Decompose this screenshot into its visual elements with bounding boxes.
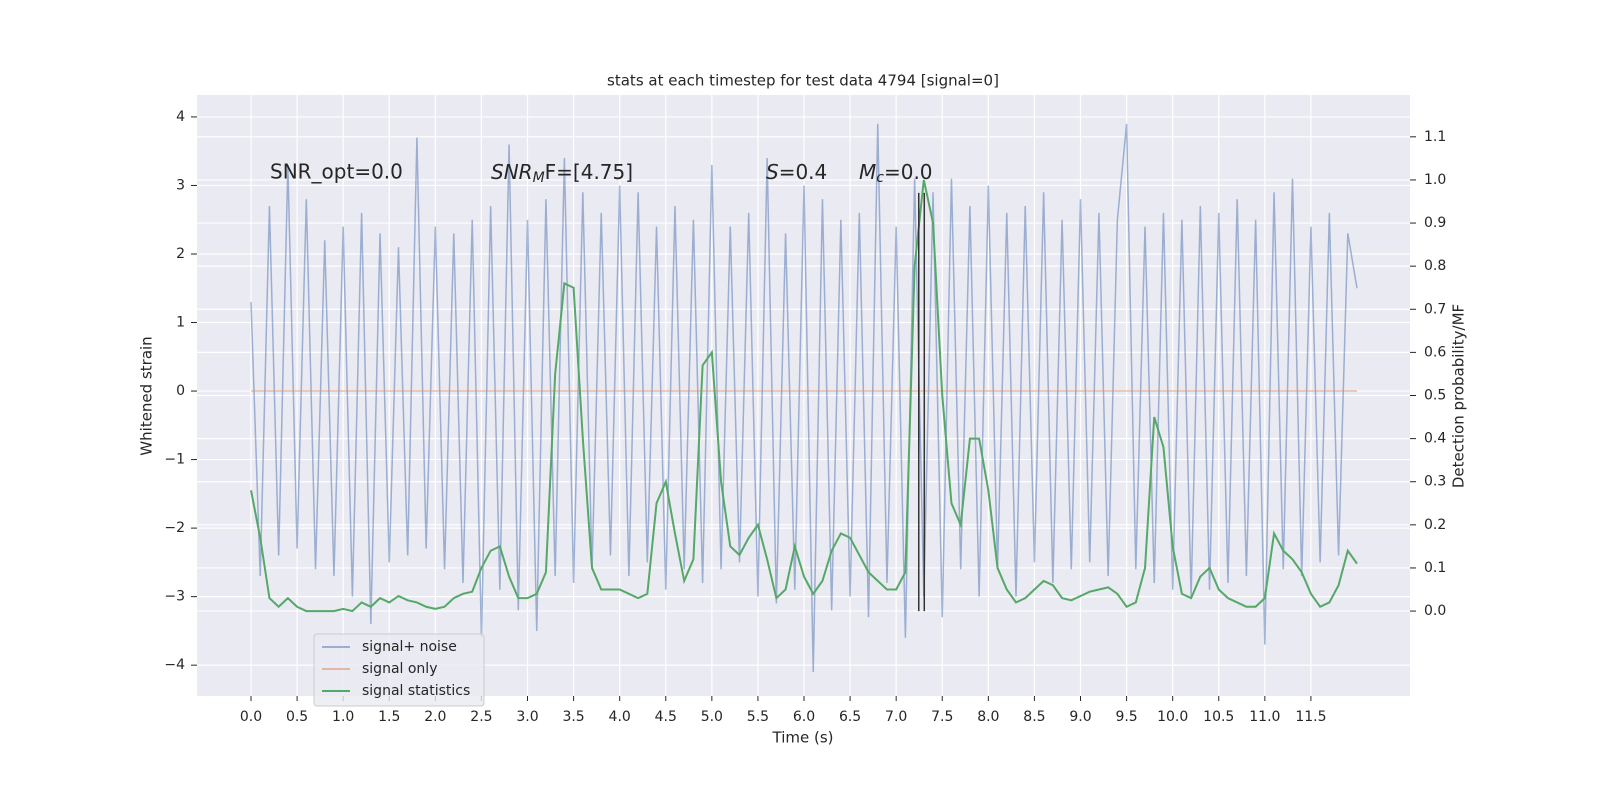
y-tick-label: 1 [176,315,185,331]
y-tick-label: −2 [164,520,185,536]
annotation-rest: F=[4.75] [545,160,633,184]
x-tick-label: 2.0 [424,709,446,725]
y-tick-label: 2 [176,246,185,262]
labels: 0.0 0.5 1.0 1.5 2.0 2.5 3.0 3.5 4.0 4.5 5.0 5.5 6.0 6… [164,109,1446,725]
x-tick-label: 11.0 [1249,709,1280,725]
x-tick-label: 2.5 [470,709,492,725]
x-tick-label: 1.5 [378,709,400,725]
x-tick-label: 1.0 [332,709,354,725]
y2-axis-label: Detection probability/MF [1450,304,1468,488]
x-tick-label: 3.0 [516,709,538,725]
y2-tick-label: 0.0 [1424,603,1446,619]
annotation-main: M [859,160,876,184]
y-tick-label: −1 [164,452,185,468]
x-tick-label: 8.5 [1023,709,1045,725]
y2-tick-label: 1.1 [1424,129,1446,145]
x-tick-label: 11.5 [1295,709,1326,725]
x-tick-label: 8.0 [977,709,999,725]
y2-tick-label: 0.2 [1424,517,1446,533]
y2-tick-label: 0.9 [1424,215,1446,231]
legend-label: signal only [362,661,437,677]
chart-title: stats at each timestep for test data 479… [607,72,999,90]
x-tick-label: 5.5 [747,709,769,725]
y2-tick-label: 0.3 [1424,474,1446,490]
x-tick-label: 0.5 [286,709,308,725]
legend: signal+ noise signal only signal statistic… [313,633,485,707]
y-tick-label: 4 [176,109,185,125]
annotation-rest: =0.0 [884,160,933,184]
x-tick-label: 10.0 [1157,709,1188,725]
y2-tick-label: 1.0 [1424,172,1446,188]
x-tick-label: 6.0 [793,709,815,725]
y2-tick-label: 0.6 [1424,344,1446,360]
y2-tick-label: 0.8 [1424,258,1446,274]
y2-tick-label: 0.7 [1424,301,1446,317]
series-line [250,179,1358,613]
x-tick-label: 4.5 [655,709,677,725]
y2-tick-label: 0.5 [1424,388,1446,404]
y-tick-label: −4 [164,657,185,673]
x-tick-label: 9.5 [1115,709,1137,725]
y-tick-label: −3 [164,589,185,605]
legend-box [313,633,485,707]
y2-tick-label: 0.4 [1424,431,1446,447]
x-tick-label: 7.0 [885,709,907,725]
y2-tick-label: 0.1 [1424,560,1446,576]
legend-label: signal statistics [362,683,470,699]
x-tick-label: 9.0 [1069,709,1091,725]
annotation-sub: M [533,170,545,186]
x-tick-label: 10.5 [1203,709,1234,725]
x-tick-label: 3.5 [562,709,584,725]
legend-label: signal+ noise [362,639,457,655]
annotation-main: S [766,160,779,184]
annotation-sub: c [876,170,884,186]
annotation-rest: =0.4 [779,160,828,184]
x-tick-label: 6.5 [839,709,861,725]
marks [250,123,1358,673]
y-tick-label: 0 [176,383,185,399]
annotation: S=0.4 [766,160,827,184]
annotation: SNRMF=[4.75] [491,160,633,187]
annotation: Mc=0.0 [859,160,933,187]
annotation-main: SNR [491,160,533,184]
x-tick-label: 0.0 [240,709,262,725]
annotation: SNR_opt=0.0 [270,160,403,184]
x-tick-label: 7.5 [931,709,953,725]
x-axis-label: Time (s) [772,729,834,747]
y-axis-label: Whitened strain [138,336,156,455]
y-tick-label: 3 [176,177,185,193]
x-tick-label: 5.0 [701,709,723,725]
x-tick-label: 4.0 [609,709,631,725]
series-line [250,123,1358,673]
